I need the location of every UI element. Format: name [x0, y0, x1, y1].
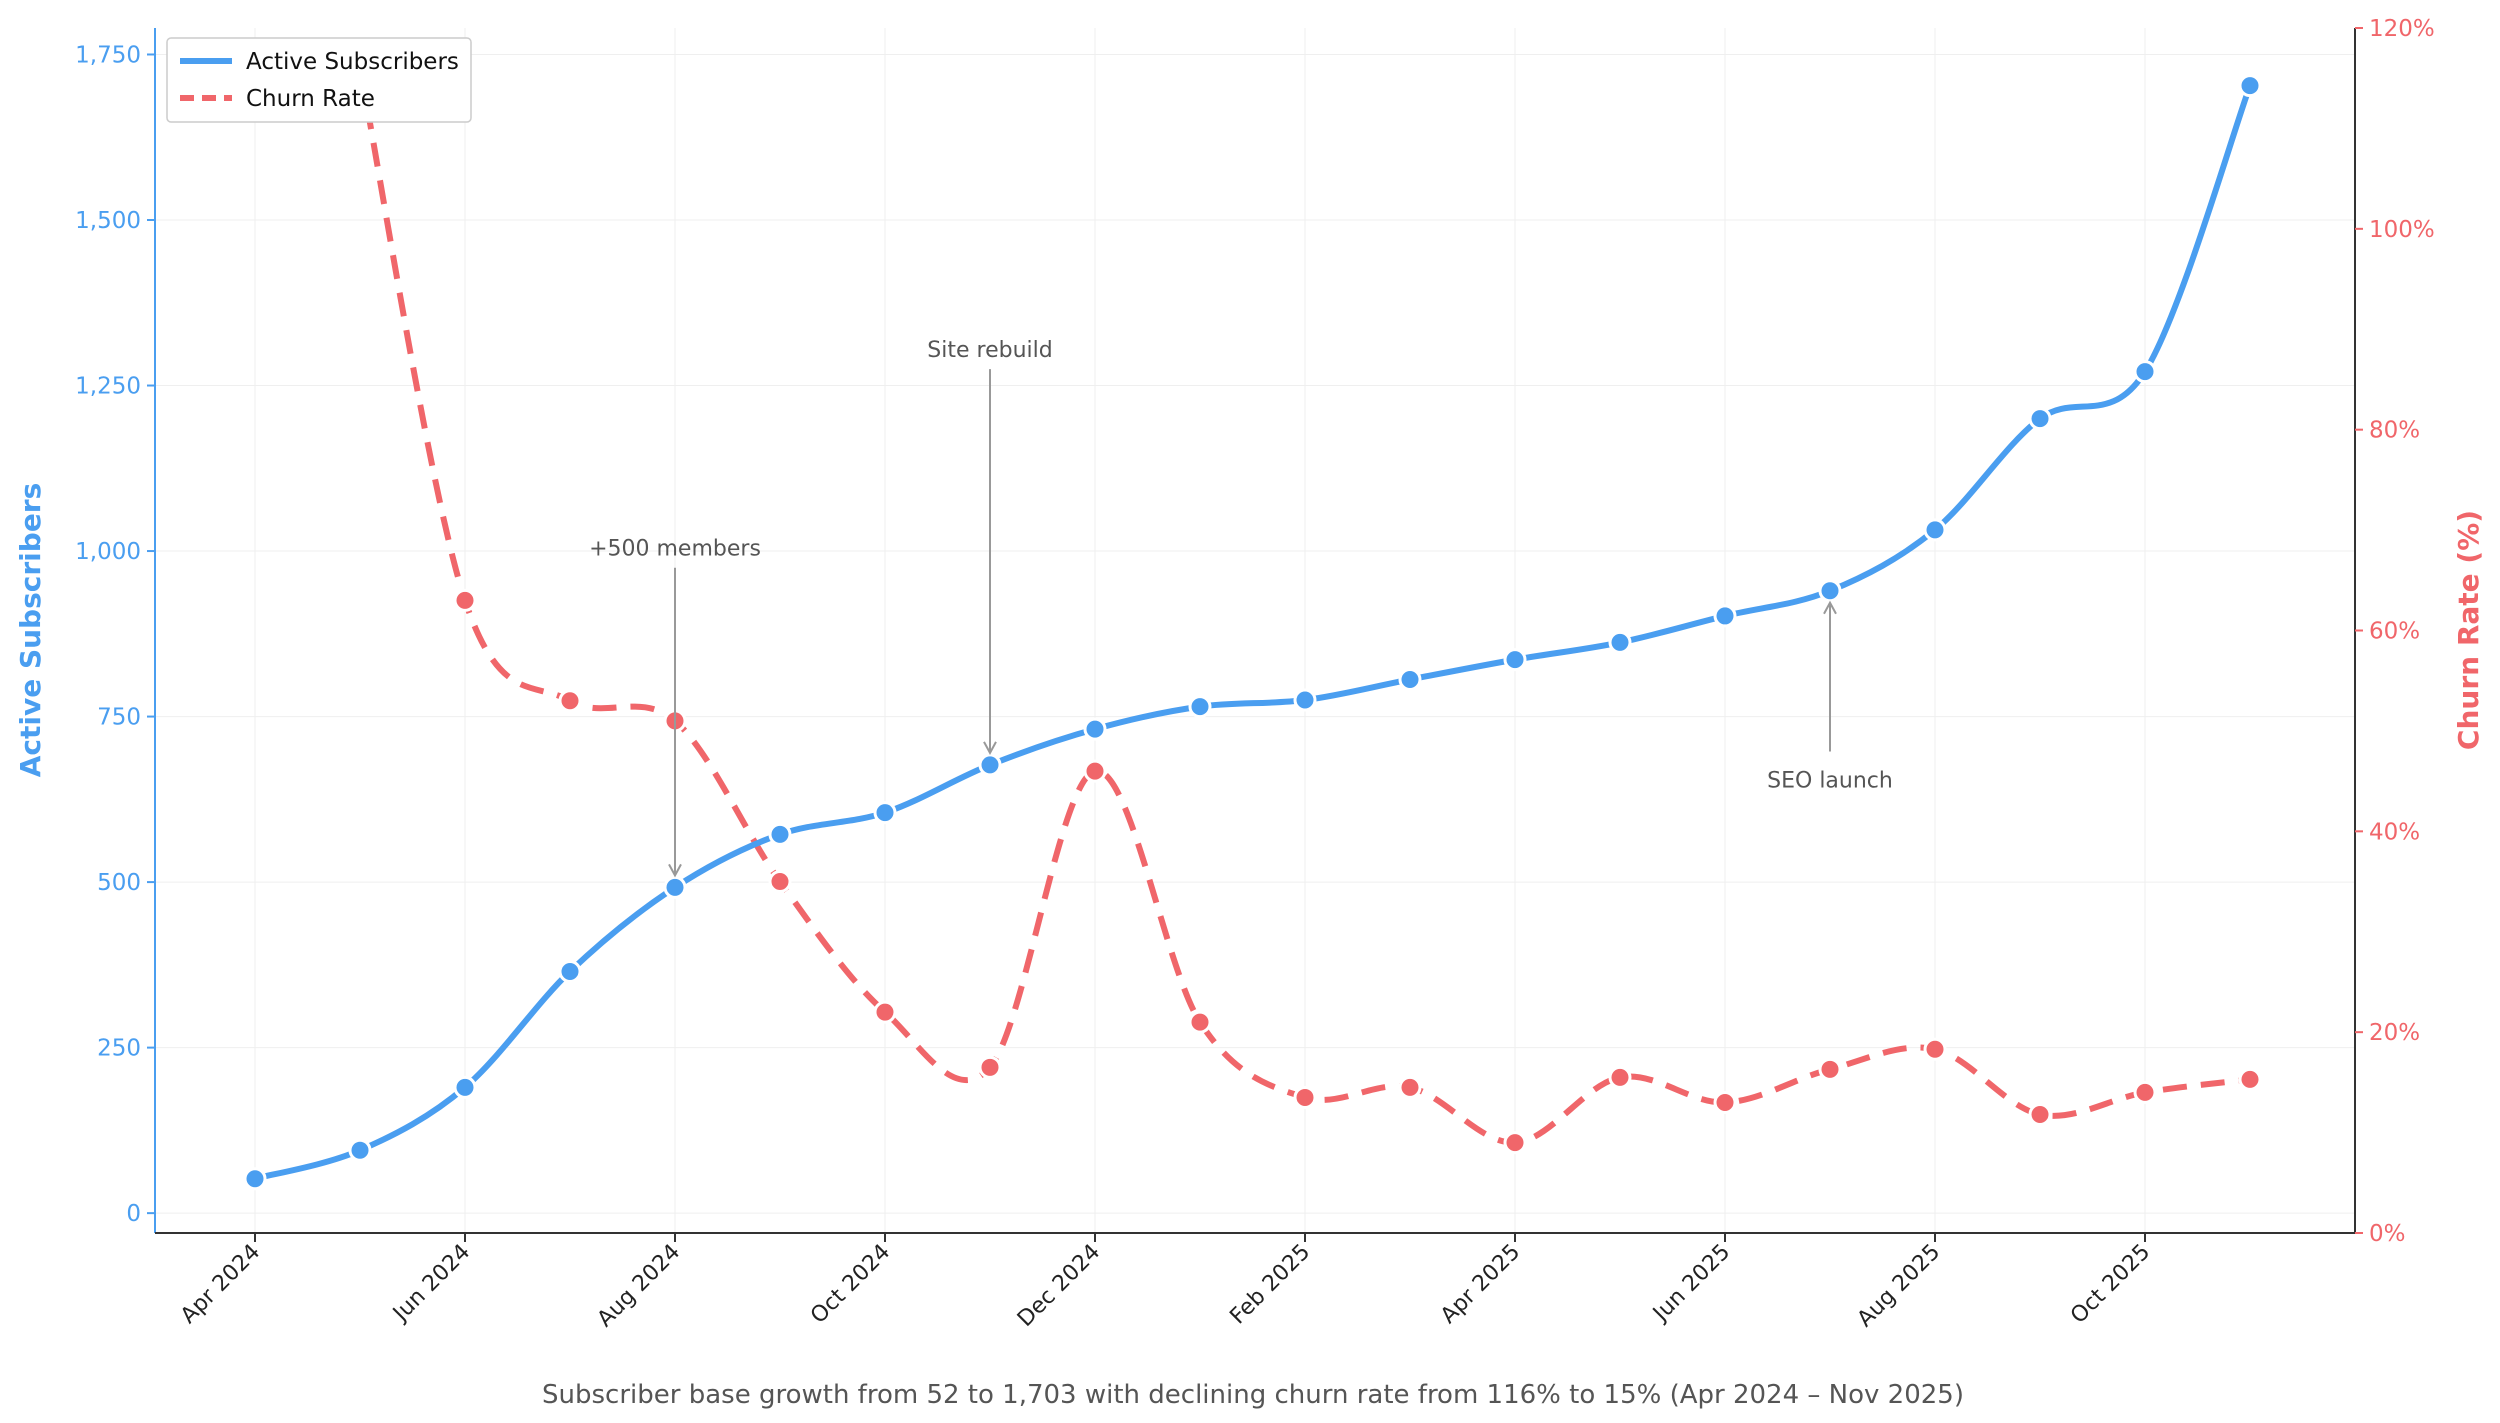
- annotations: +500 members Site rebuild SEO launch: [589, 338, 1893, 878]
- chart-caption: Subscriber base growth from 52 to 1,703 …: [542, 1380, 1964, 1410]
- data-point-churn-rate: [558, 689, 582, 713]
- data-point-active-subscribers: [1188, 695, 1212, 719]
- annotation-arrowhead: [983, 741, 997, 755]
- left-tick-label: 500: [97, 870, 141, 896]
- left-tick-label: 1,500: [75, 208, 141, 234]
- series: [243, 56, 2262, 1191]
- data-point-active-subscribers: [243, 1167, 267, 1191]
- data-point-churn-rate: [2133, 1080, 2157, 1104]
- x-tick-label: Apr 2024: [176, 1240, 265, 1329]
- data-point-active-subscribers: [1503, 648, 1527, 672]
- data-point-active-subscribers: [1083, 717, 1107, 741]
- right-axis-title: Churn Rate (%): [2452, 510, 2485, 750]
- data-point-churn-rate: [1503, 1131, 1527, 1155]
- left-axis-title: Active Subscribers: [14, 483, 47, 778]
- legend-label-subscribers: Active Subscribers: [246, 49, 459, 75]
- right-tick-label: 20%: [2369, 1020, 2420, 1046]
- x-tick-label: Jun 2025: [1647, 1240, 1735, 1328]
- legend: Active Subscribers Churn Rate: [166, 37, 472, 123]
- data-point-active-subscribers: [2238, 74, 2262, 98]
- annotation-label: +500 members: [589, 537, 761, 562]
- x-tick-label: Jun 2024: [387, 1240, 475, 1328]
- data-point-active-subscribers: [348, 1138, 372, 1162]
- right-tick-label: 80%: [2369, 418, 2420, 444]
- annotation-label: SEO launch: [1767, 768, 1893, 793]
- data-point-active-subscribers: [1923, 518, 1947, 542]
- data-point-active-subscribers: [2133, 360, 2157, 384]
- left-axis-ticks: 0 250 500 750 1,000 1,250 1,500 1,750: [75, 42, 155, 1227]
- data-point-churn-rate: [1923, 1037, 1947, 1061]
- annotation-arrowhead: [1823, 600, 1837, 615]
- data-point-churn-rate: [1188, 1010, 1212, 1034]
- data-point-active-subscribers: [873, 801, 897, 825]
- data-point-active-subscribers: [768, 822, 792, 846]
- data-point-churn-rate: [1293, 1085, 1317, 1109]
- x-tick-label: Dec 2024: [1013, 1240, 1105, 1332]
- data-point-churn-rate: [453, 588, 477, 612]
- data-point-active-subscribers: [1713, 604, 1737, 628]
- data-point-churn-rate: [768, 870, 792, 894]
- data-point-active-subscribers: [1818, 579, 1842, 603]
- data-point-active-subscribers: [453, 1075, 477, 1099]
- x-tick-label: Aug 2025: [1853, 1240, 1946, 1333]
- data-point-active-subscribers: [1398, 667, 1422, 691]
- data-point-churn-rate: [1713, 1090, 1737, 1114]
- series-line-active-subscribers: [252, 82, 2253, 1182]
- data-point-churn-rate: [978, 1055, 1002, 1079]
- legend-label-churn: Churn Rate: [246, 86, 375, 112]
- data-point-active-subscribers: [2028, 407, 2052, 431]
- data-point-active-subscribers: [1608, 630, 1632, 654]
- x-axis-ticks: Apr 2024 Jun 2024 Aug 2024 Oct 2024 Dec 2024…: [176, 1233, 2155, 1332]
- data-point-churn-rate: [1608, 1065, 1632, 1089]
- x-tick-label: Aug 2024: [593, 1240, 686, 1333]
- data-point-churn-rate: [1398, 1075, 1422, 1099]
- left-tick-label: 1,000: [75, 539, 141, 565]
- right-tick-label: 120%: [2369, 16, 2435, 42]
- x-tick-label: Feb 2025: [1225, 1240, 1315, 1330]
- data-point-churn-rate: [1083, 759, 1107, 783]
- right-tick-label: 60%: [2369, 619, 2420, 645]
- annotation-label: Site rebuild: [927, 338, 1052, 363]
- right-tick-label: 40%: [2369, 819, 2420, 845]
- data-point-churn-rate: [2028, 1103, 2052, 1127]
- annotation-arrowhead: [668, 863, 682, 878]
- data-point-active-subscribers: [558, 959, 582, 983]
- series-line-churn-rate: [357, 67, 2251, 1146]
- data-point-active-subscribers: [663, 875, 687, 899]
- x-tick-label: Oct 2025: [2066, 1240, 2155, 1329]
- axes: [154, 28, 2356, 1234]
- data-point-active-subscribers: [1293, 688, 1317, 712]
- data-point-churn-rate: [873, 1000, 897, 1024]
- data-point-churn-rate: [1818, 1057, 1842, 1081]
- left-tick-label: 1,750: [75, 42, 141, 68]
- data-point-churn-rate: [2238, 1067, 2262, 1091]
- legend-box: [166, 37, 472, 123]
- right-axis-ticks: 0% 20% 40% 60% 80% 100% 120%: [2355, 16, 2435, 1247]
- right-tick-label: 0%: [2369, 1221, 2406, 1247]
- left-tick-label: 250: [97, 1036, 141, 1062]
- left-tick-label: 1,250: [75, 374, 141, 400]
- grid: [155, 28, 2355, 1233]
- left-tick-label: 0: [126, 1201, 141, 1227]
- x-tick-label: Oct 2024: [806, 1240, 895, 1329]
- data-point-active-subscribers: [978, 753, 1002, 777]
- right-tick-label: 100%: [2369, 217, 2435, 243]
- left-tick-label: 750: [97, 705, 141, 731]
- x-tick-label: Apr 2025: [1436, 1240, 1525, 1329]
